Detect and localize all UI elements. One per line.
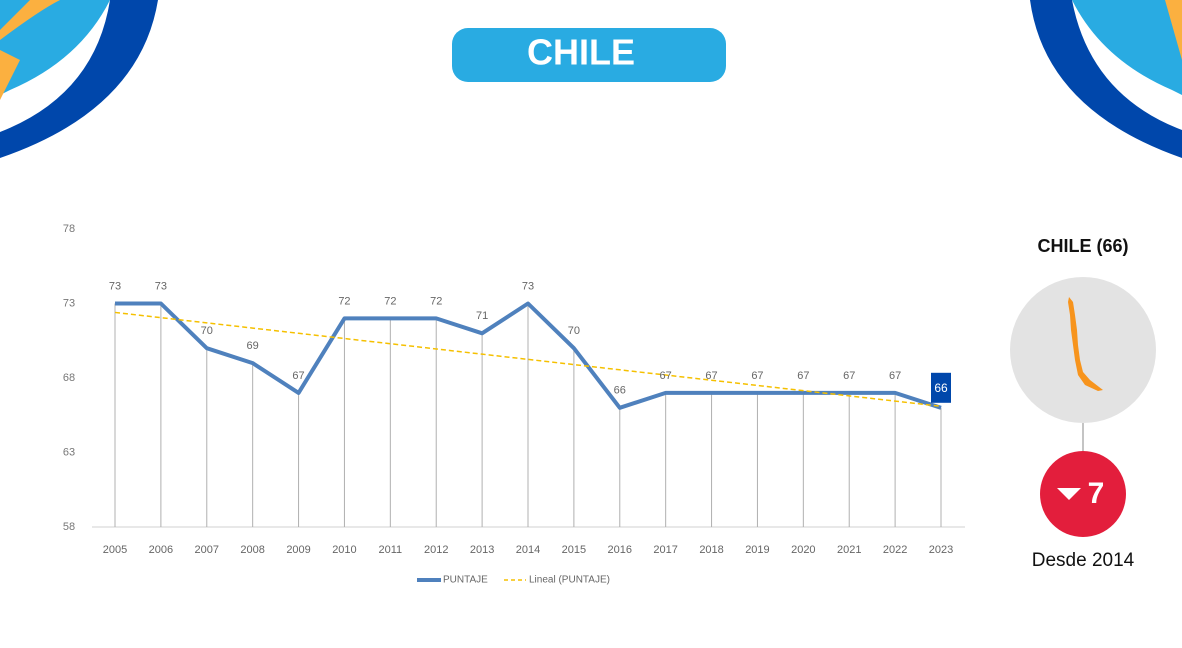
x-tick-label: 2009 (286, 544, 310, 556)
x-tick-label: 2007 (195, 544, 219, 556)
data-label: 66 (614, 385, 626, 397)
data-label: 67 (843, 370, 855, 382)
legend-label: Lineal (PUNTAJE) (529, 575, 610, 586)
x-tick-label: 2014 (516, 544, 540, 556)
data-label: 67 (705, 370, 717, 382)
x-tick-label: 2016 (608, 544, 632, 556)
x-tick-label: 2023 (929, 544, 953, 556)
down-arrow (1057, 488, 1081, 500)
country-label: CHILE (66) (1037, 236, 1128, 256)
x-tick-label: 2012 (424, 544, 448, 556)
x-tick-label: 2008 (240, 544, 264, 556)
data-label: 67 (751, 370, 763, 382)
x-tick-label: 2017 (653, 544, 677, 556)
x-tick-label: 2010 (332, 544, 356, 556)
x-tick-label: 2015 (562, 544, 586, 556)
corner-decoration-left (0, 0, 158, 158)
data-label: 72 (384, 295, 396, 307)
chart: 58 63 68 73 78 2005 2006 2007 2008 2009 2010 2011 20… (63, 223, 965, 586)
y-tick-label: 63 (63, 446, 75, 458)
x-tick-label: 2021 (837, 544, 861, 556)
x-tick-label: 2006 (149, 544, 173, 556)
change-badge (1040, 451, 1126, 537)
change-value: 7 (1088, 477, 1105, 510)
data-label: 73 (155, 280, 167, 292)
x-tick-label: 2020 (791, 544, 815, 556)
x-tick-label: 2022 (883, 544, 907, 556)
y-tick-label: 78 (63, 223, 75, 235)
data-label: 72 (430, 295, 442, 307)
slide-title: CHILE (527, 32, 635, 73)
data-label: 67 (660, 370, 672, 382)
title-pill (452, 28, 726, 82)
y-tick-label: 58 (63, 521, 75, 533)
corner-decoration-right (1030, 0, 1182, 158)
score-line (115, 301, 942, 410)
trend-line (114, 311, 942, 408)
map-circle (1010, 277, 1156, 423)
data-label: 66 (934, 381, 948, 395)
x-tick-label: 2018 (699, 544, 723, 556)
data-label: 67 (292, 370, 304, 382)
highlight-box (931, 372, 951, 403)
y-tick-label: 73 (63, 297, 75, 309)
x-tick-label: 2005 (103, 544, 127, 556)
legend-label: PUNTAJE (443, 575, 488, 586)
country-map (1068, 297, 1103, 391)
x-tick-label: 2019 (745, 544, 769, 556)
data-label: 72 (338, 295, 350, 307)
data-label: 71 (476, 310, 488, 322)
data-label: 70 (568, 325, 580, 337)
data-label: 73 (109, 280, 121, 292)
data-label: 70 (201, 325, 213, 337)
data-label: 67 (797, 370, 809, 382)
data-label: 67 (889, 370, 901, 382)
data-label: 69 (247, 340, 259, 352)
data-label: 73 (522, 280, 534, 292)
y-tick-label: 68 (63, 372, 75, 384)
x-tick-label: 2013 (470, 544, 494, 556)
x-tick-label: 2011 (379, 544, 403, 556)
since-label: Desde 2014 (1032, 550, 1135, 571)
